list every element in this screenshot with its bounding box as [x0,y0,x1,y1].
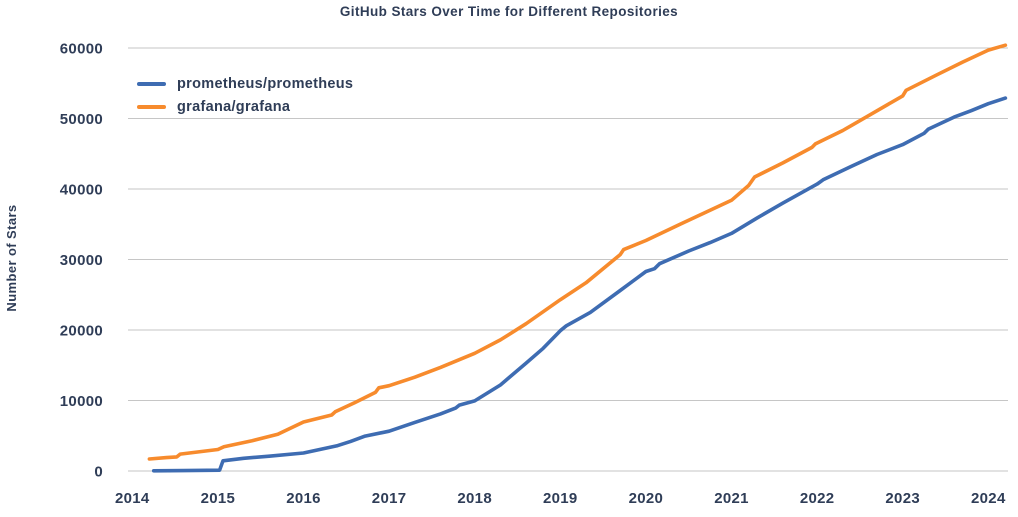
legend-label-grafana: grafana/grafana [177,98,291,115]
y-axis-label: Number of Stars [4,204,19,312]
y-tick-label: 0 [94,464,103,481]
x-tick-label: 2017 [372,490,407,507]
x-tick-label: 2021 [714,490,749,507]
y-tick-label: 30000 [60,252,103,269]
chart-title: GitHub Stars Over Time for Different Rep… [339,4,679,19]
x-tick-label: 2020 [629,490,664,507]
y-tick-label: 40000 [60,182,103,199]
legend: prometheus/prometheus grafana/grafana [137,74,353,116]
y-tick-label: 10000 [60,393,103,410]
legend-line-prometheus-icon [137,81,166,86]
legend-item-grafana: grafana/grafana [137,97,353,116]
legend-line-grafana-icon [137,104,166,109]
x-tick-label: 2018 [457,490,492,507]
x-tick-label: 2022 [800,490,835,507]
x-tick-label: 2019 [543,490,578,507]
series-line-grafana [147,43,1008,461]
y-tick-label: 50000 [60,111,103,128]
x-tick-label: 2023 [885,490,920,507]
legend-item-prometheus: prometheus/prometheus [137,74,353,93]
legend-label-prometheus: prometheus/prometheus [177,75,354,92]
y-tick-label: 60000 [60,41,103,58]
x-tick-label: 2015 [201,490,236,507]
series-line-prometheus [151,96,1008,473]
x-tick-label: 2024 [971,490,1006,507]
y-tick-label: 20000 [60,323,103,340]
x-tick-label: 2016 [286,490,321,507]
x-tick-label: 2014 [115,490,150,507]
